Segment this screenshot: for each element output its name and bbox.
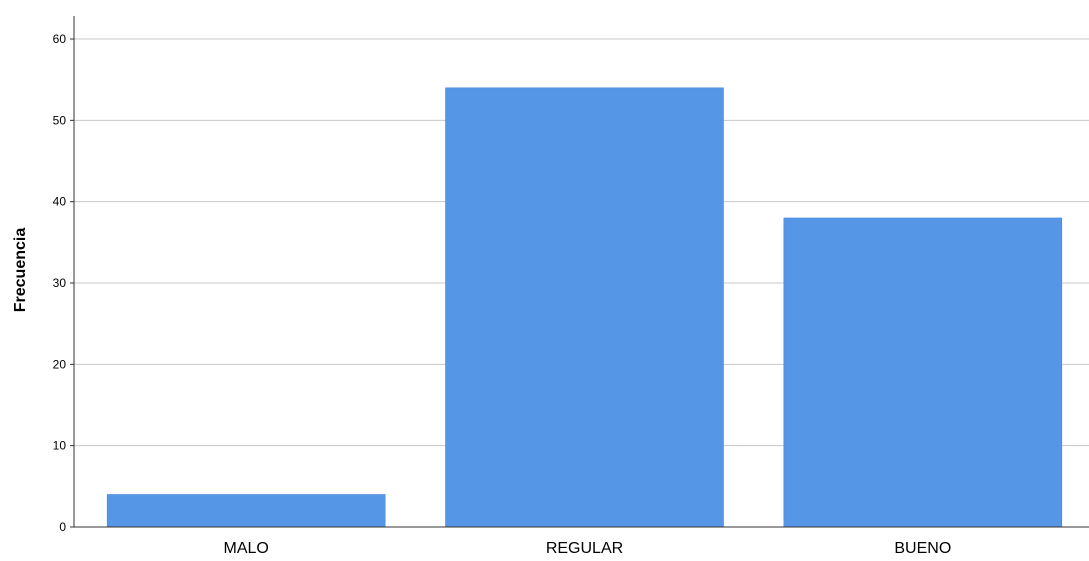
x-tick-label-malo: MALO [223, 540, 268, 556]
y-axis-label: Frecuencia [12, 228, 29, 313]
x-tick-label-bueno: BUENO [894, 540, 951, 556]
bars [106, 87, 1063, 528]
bar-malo [106, 494, 386, 528]
y-tick-label-60: 60 [53, 32, 67, 46]
y-tick-label-20: 20 [53, 357, 67, 371]
y-tick-label-50: 50 [53, 113, 67, 127]
bar-regular [445, 87, 724, 528]
y-tick-label-10: 10 [53, 439, 67, 453]
y-tick-label-40: 40 [53, 195, 67, 209]
x-tick-labels: MALO REGULAR BUENO [223, 540, 951, 557]
bar-bueno [783, 217, 1063, 528]
x-tick-label-regular: REGULAR [546, 540, 623, 556]
axes [73, 16, 1089, 528]
y-tick-label-0: 0 [59, 520, 66, 534]
y-tick-label-30: 30 [53, 276, 67, 290]
y-tick-labels: 0 10 20 30 40 50 60 [53, 32, 74, 534]
